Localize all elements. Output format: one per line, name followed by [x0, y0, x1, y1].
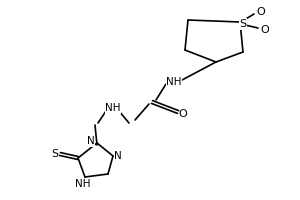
Text: S: S — [51, 149, 58, 159]
Text: NH: NH — [75, 179, 91, 189]
Text: NH: NH — [105, 103, 121, 113]
Text: S: S — [239, 19, 247, 29]
Text: N: N — [87, 136, 95, 146]
Text: O: O — [256, 7, 266, 17]
Text: N: N — [114, 151, 122, 161]
Text: O: O — [261, 25, 269, 35]
Text: NH: NH — [166, 77, 182, 87]
Text: O: O — [178, 109, 188, 119]
